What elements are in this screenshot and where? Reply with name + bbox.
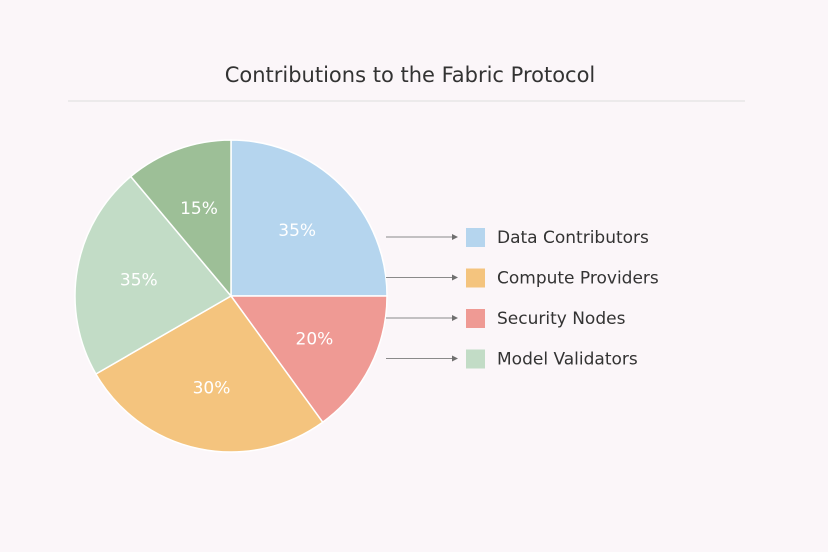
legend-swatch-2 bbox=[466, 268, 485, 288]
pie-slice-2 bbox=[229, 295, 388, 424]
legend: Data Contributors Compute Providers Securi… bbox=[386, 228, 659, 370]
legend-label-3: Security Nodes bbox=[497, 309, 626, 329]
legend-swatch-3 bbox=[466, 309, 485, 328]
pie-slice-label-1: 35% bbox=[278, 221, 316, 241]
pie-slice-3 bbox=[94, 295, 324, 453]
legend-label-2: Compute Providers bbox=[497, 269, 659, 289]
legend-swatch-4 bbox=[466, 349, 485, 369]
pie-slice-1 bbox=[230, 139, 388, 297]
legend-arrow-icon-2 bbox=[452, 274, 458, 281]
chart-title: Contributions to the Fabric Protocol bbox=[225, 63, 596, 87]
legend-label-4: Model Validators bbox=[497, 350, 638, 370]
pie-slice-label-2: 20% bbox=[296, 330, 334, 350]
pie-slice-labels: 35% 20% 30% 35% 15% bbox=[120, 199, 333, 399]
pie-slice-4 bbox=[74, 175, 233, 376]
pie-slice-label-4: 35% bbox=[120, 271, 158, 291]
legend-label-1: Data Contributors bbox=[497, 228, 649, 248]
pie-slices bbox=[74, 139, 388, 453]
pie-slice-label-3: 30% bbox=[193, 379, 231, 399]
legend-swatch-1 bbox=[466, 228, 485, 247]
pie-slice-5 bbox=[129, 139, 232, 299]
legend-arrow-icon-4 bbox=[452, 355, 458, 362]
pie-slice-label-5: 15% bbox=[180, 199, 218, 219]
legend-arrow-icon-1 bbox=[452, 234, 458, 240]
legend-arrow-icon-3 bbox=[452, 315, 458, 321]
